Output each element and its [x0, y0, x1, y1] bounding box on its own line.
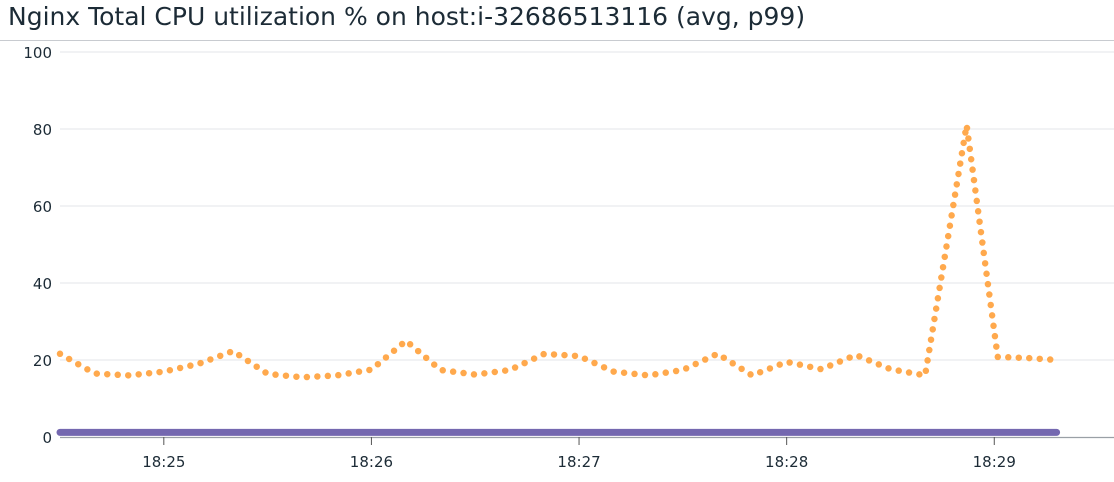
chart-title: Nginx Total CPU utilization % on host:i-…: [8, 2, 806, 31]
y-tick-label: 20: [33, 352, 52, 370]
y-tick-label: 0: [42, 429, 52, 447]
x-tick-label: 18:28: [765, 453, 808, 471]
series-line-p99[interactable]: [56, 121, 1060, 381]
title-divider: [0, 40, 1114, 41]
x-tick-label: 18:27: [557, 453, 600, 471]
y-tick-label: 80: [33, 121, 52, 139]
y-tick-label: 100: [23, 44, 52, 62]
x-tick-label: 18:26: [350, 453, 393, 471]
x-tick-label: 18:25: [142, 453, 185, 471]
x-tick-label: 18:29: [973, 453, 1016, 471]
y-tick-label: 40: [33, 275, 52, 293]
y-tick-label: 60: [33, 198, 52, 216]
